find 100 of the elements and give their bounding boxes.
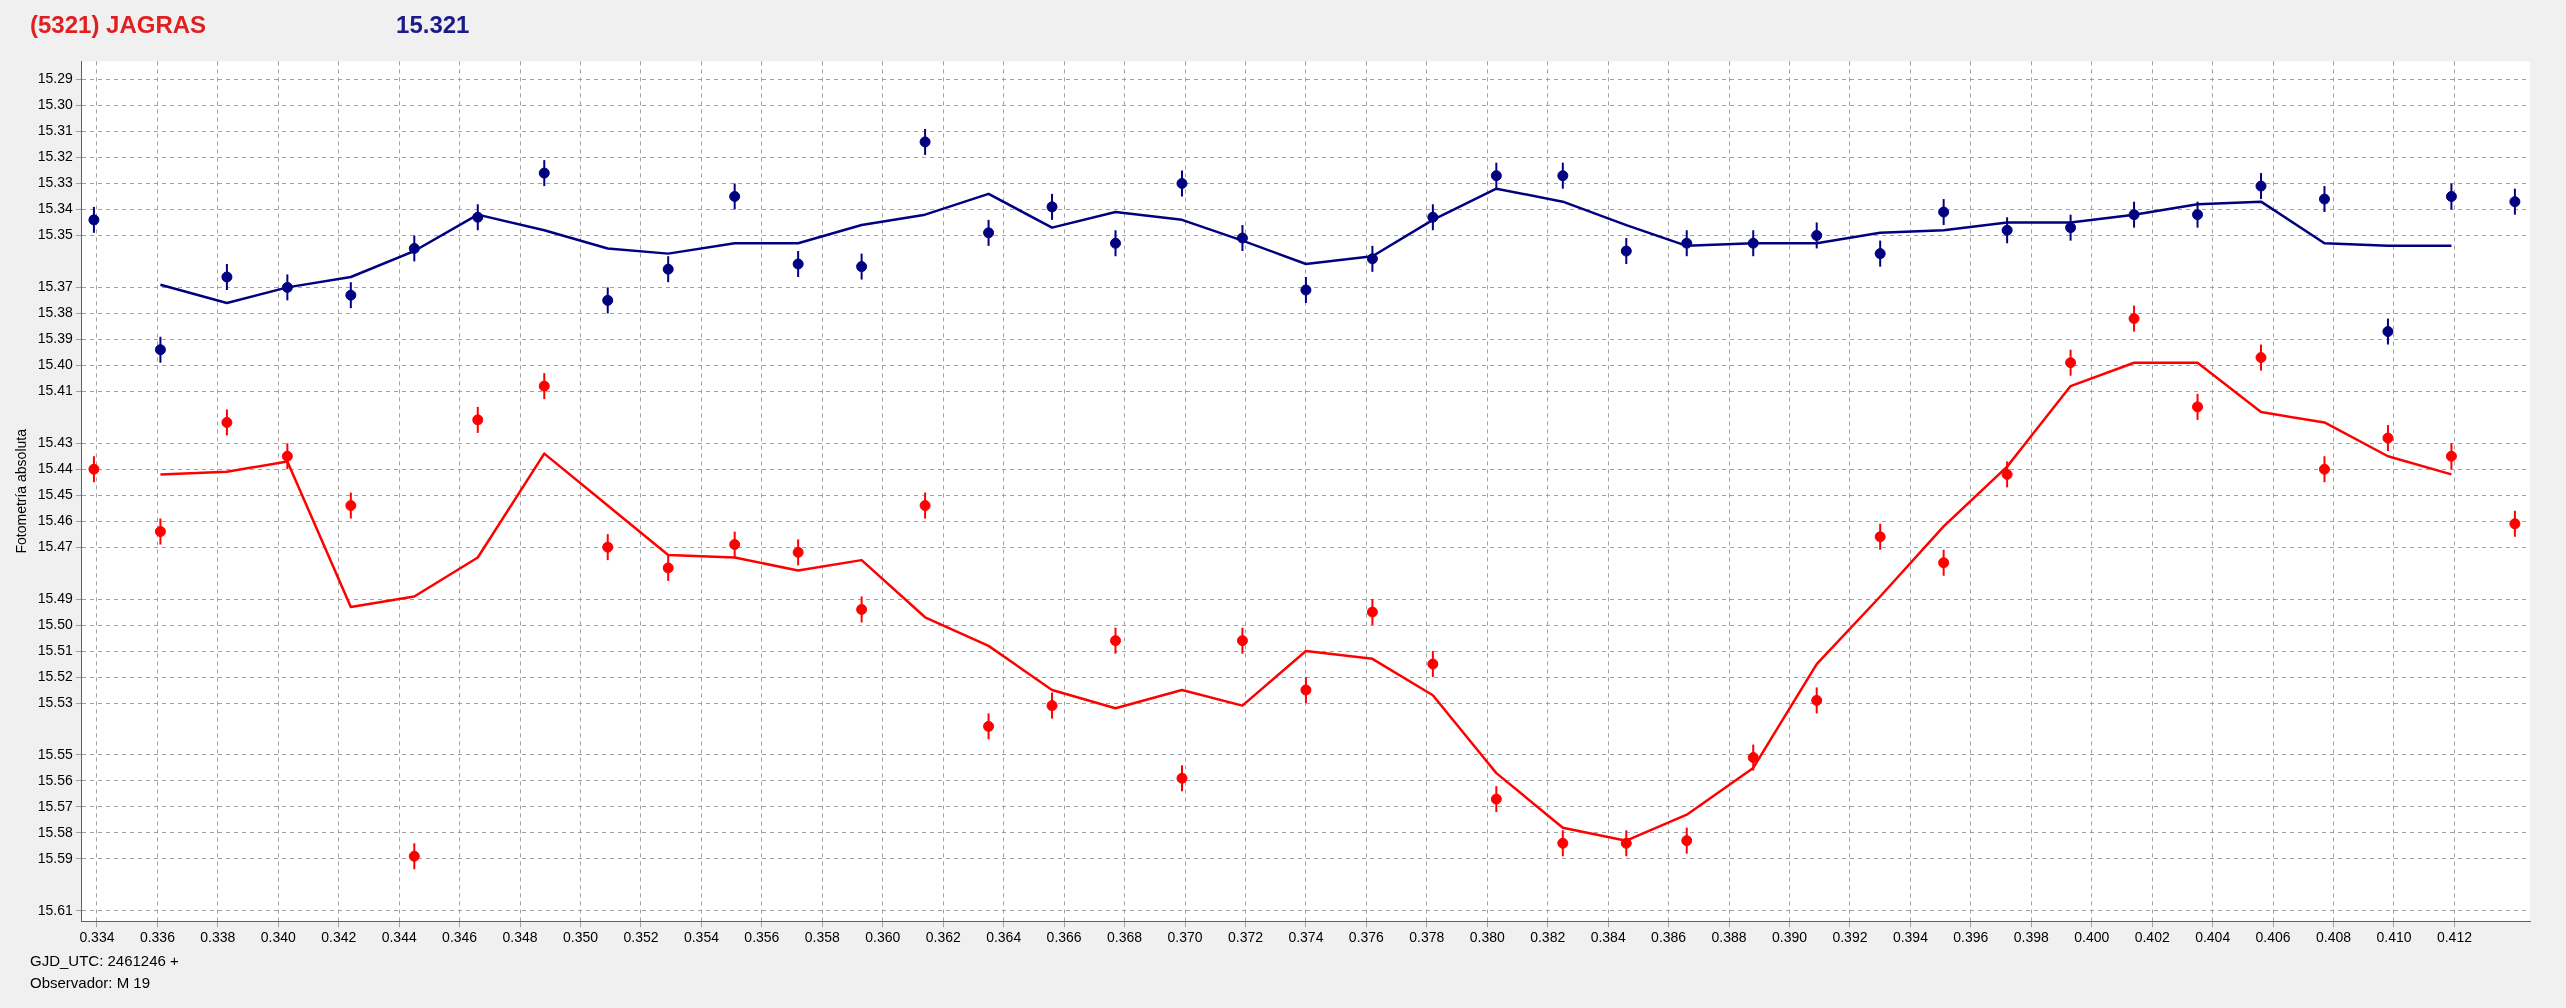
- point: [538, 167, 550, 179]
- point: [856, 603, 868, 615]
- point: [281, 281, 293, 293]
- x-tick-label: 0.340: [260, 929, 297, 946]
- point: [662, 562, 674, 574]
- x-tick-label: 0.382: [1530, 929, 1566, 946]
- point: [472, 211, 484, 223]
- x-tick-label: 0.392: [1832, 929, 1868, 946]
- point: [88, 214, 100, 226]
- text: Observador: M 19: [30, 973, 152, 993]
- point: [1938, 206, 1950, 218]
- y-tick-label: 15.51: [37, 641, 74, 658]
- point: [1236, 635, 1248, 647]
- point: [2001, 224, 2013, 236]
- point: [345, 289, 357, 301]
- point: [1110, 237, 1121, 249]
- point: [2509, 196, 2521, 208]
- point: [281, 450, 293, 462]
- point: [602, 294, 614, 306]
- y-tick-label: 15.52: [37, 667, 74, 684]
- y-tick-label: 15.43: [37, 434, 74, 451]
- x-tick-label: 0.386: [1651, 929, 1687, 946]
- x-tick-label: 0.380: [1469, 929, 1505, 946]
- text: GJD_UTC: 2461246 +: [30, 951, 180, 971]
- x-tick-label: 0.408: [2316, 929, 2352, 946]
- point: [1427, 658, 1439, 670]
- y-tick-label: 15.32: [37, 148, 74, 165]
- y-tick-label: 15.34: [37, 200, 74, 217]
- point: [1046, 201, 1058, 213]
- point: [2445, 190, 2457, 202]
- point: [1557, 837, 1569, 849]
- x-tick-label: 0.350: [563, 929, 599, 946]
- y-tick-label: 15.41: [37, 382, 74, 399]
- point: [1557, 170, 1569, 182]
- point: [2255, 180, 2267, 192]
- point: [408, 242, 420, 254]
- x-tick-label: 0.334: [79, 929, 115, 946]
- point: [2192, 209, 2204, 221]
- x-tick-label: 0.376: [1348, 929, 1385, 946]
- y-tick-label: 15.35: [37, 226, 74, 243]
- x-tick-label: 0.338: [200, 929, 236, 946]
- y-tick-label: 15.31: [37, 122, 74, 139]
- point: [1366, 606, 1378, 618]
- x-tick-label: 0.370: [1167, 929, 1203, 946]
- point: [1176, 772, 1188, 784]
- y-tick-label: 15.29: [37, 70, 74, 87]
- y-tick-label: 15.39: [37, 330, 74, 347]
- y-tick-label: 15.61: [37, 901, 74, 918]
- y-tick-label: 15.56: [37, 771, 74, 788]
- point: [154, 344, 166, 356]
- point: [221, 271, 233, 283]
- point: [538, 380, 550, 392]
- point: [1681, 835, 1693, 847]
- chart-subtitle: 15.321: [396, 11, 470, 39]
- point: [1747, 752, 1759, 764]
- y-tick-label: 15.46: [37, 512, 74, 529]
- point: [472, 414, 484, 426]
- point: [221, 416, 233, 428]
- y-tick-label: 15.45: [37, 486, 74, 503]
- x-tick-label: 0.336: [139, 929, 176, 946]
- point: [1110, 635, 1121, 647]
- y-tick-label: 15.33: [37, 174, 74, 191]
- point: [154, 526, 166, 538]
- point: [2382, 432, 2394, 444]
- point: [1046, 700, 1058, 712]
- x-tick-label: 0.378: [1409, 929, 1445, 946]
- x-tick-label: 0.348: [502, 929, 538, 946]
- point: [792, 546, 804, 558]
- x-tick-label: 0.384: [1590, 929, 1626, 946]
- x-tick-label: 0.362: [925, 929, 961, 946]
- x-tick-label: 0.400: [2074, 929, 2110, 946]
- x-tick-label: 0.346: [442, 929, 478, 946]
- x-tick-label: 0.398: [2013, 929, 2050, 946]
- x-tick-label: 0.406: [2255, 929, 2291, 946]
- x-tick-label: 0.404: [2195, 929, 2231, 946]
- x-tick-label: 0.354: [683, 929, 720, 946]
- point: [408, 850, 420, 862]
- point: [1176, 177, 1188, 189]
- point: [856, 261, 868, 273]
- y-tick-label: 15.44: [37, 460, 74, 477]
- point: [983, 227, 995, 239]
- x-tick-label: 0.374: [1288, 929, 1324, 946]
- point: [919, 136, 931, 148]
- y-tick-label: 15.38: [37, 304, 74, 321]
- point: [1300, 284, 1312, 296]
- x-tick-label: 0.342: [321, 929, 357, 946]
- point: [662, 263, 674, 275]
- point: [919, 500, 931, 512]
- x-tick-label: 0.388: [1711, 929, 1747, 946]
- y-tick-label: 15.49: [37, 589, 74, 606]
- point: [792, 258, 804, 270]
- y-tick-label: 15.58: [37, 823, 74, 840]
- point: [2255, 352, 2267, 364]
- x-tick-label: 0.410: [2376, 929, 2412, 946]
- point: [1236, 232, 1248, 244]
- chart-title: (5321) JAGRAS: [30, 11, 207, 39]
- point: [1811, 694, 1823, 706]
- x-tick-label: 0.366: [1046, 929, 1082, 946]
- point: [1874, 248, 1886, 260]
- point: [2509, 518, 2521, 530]
